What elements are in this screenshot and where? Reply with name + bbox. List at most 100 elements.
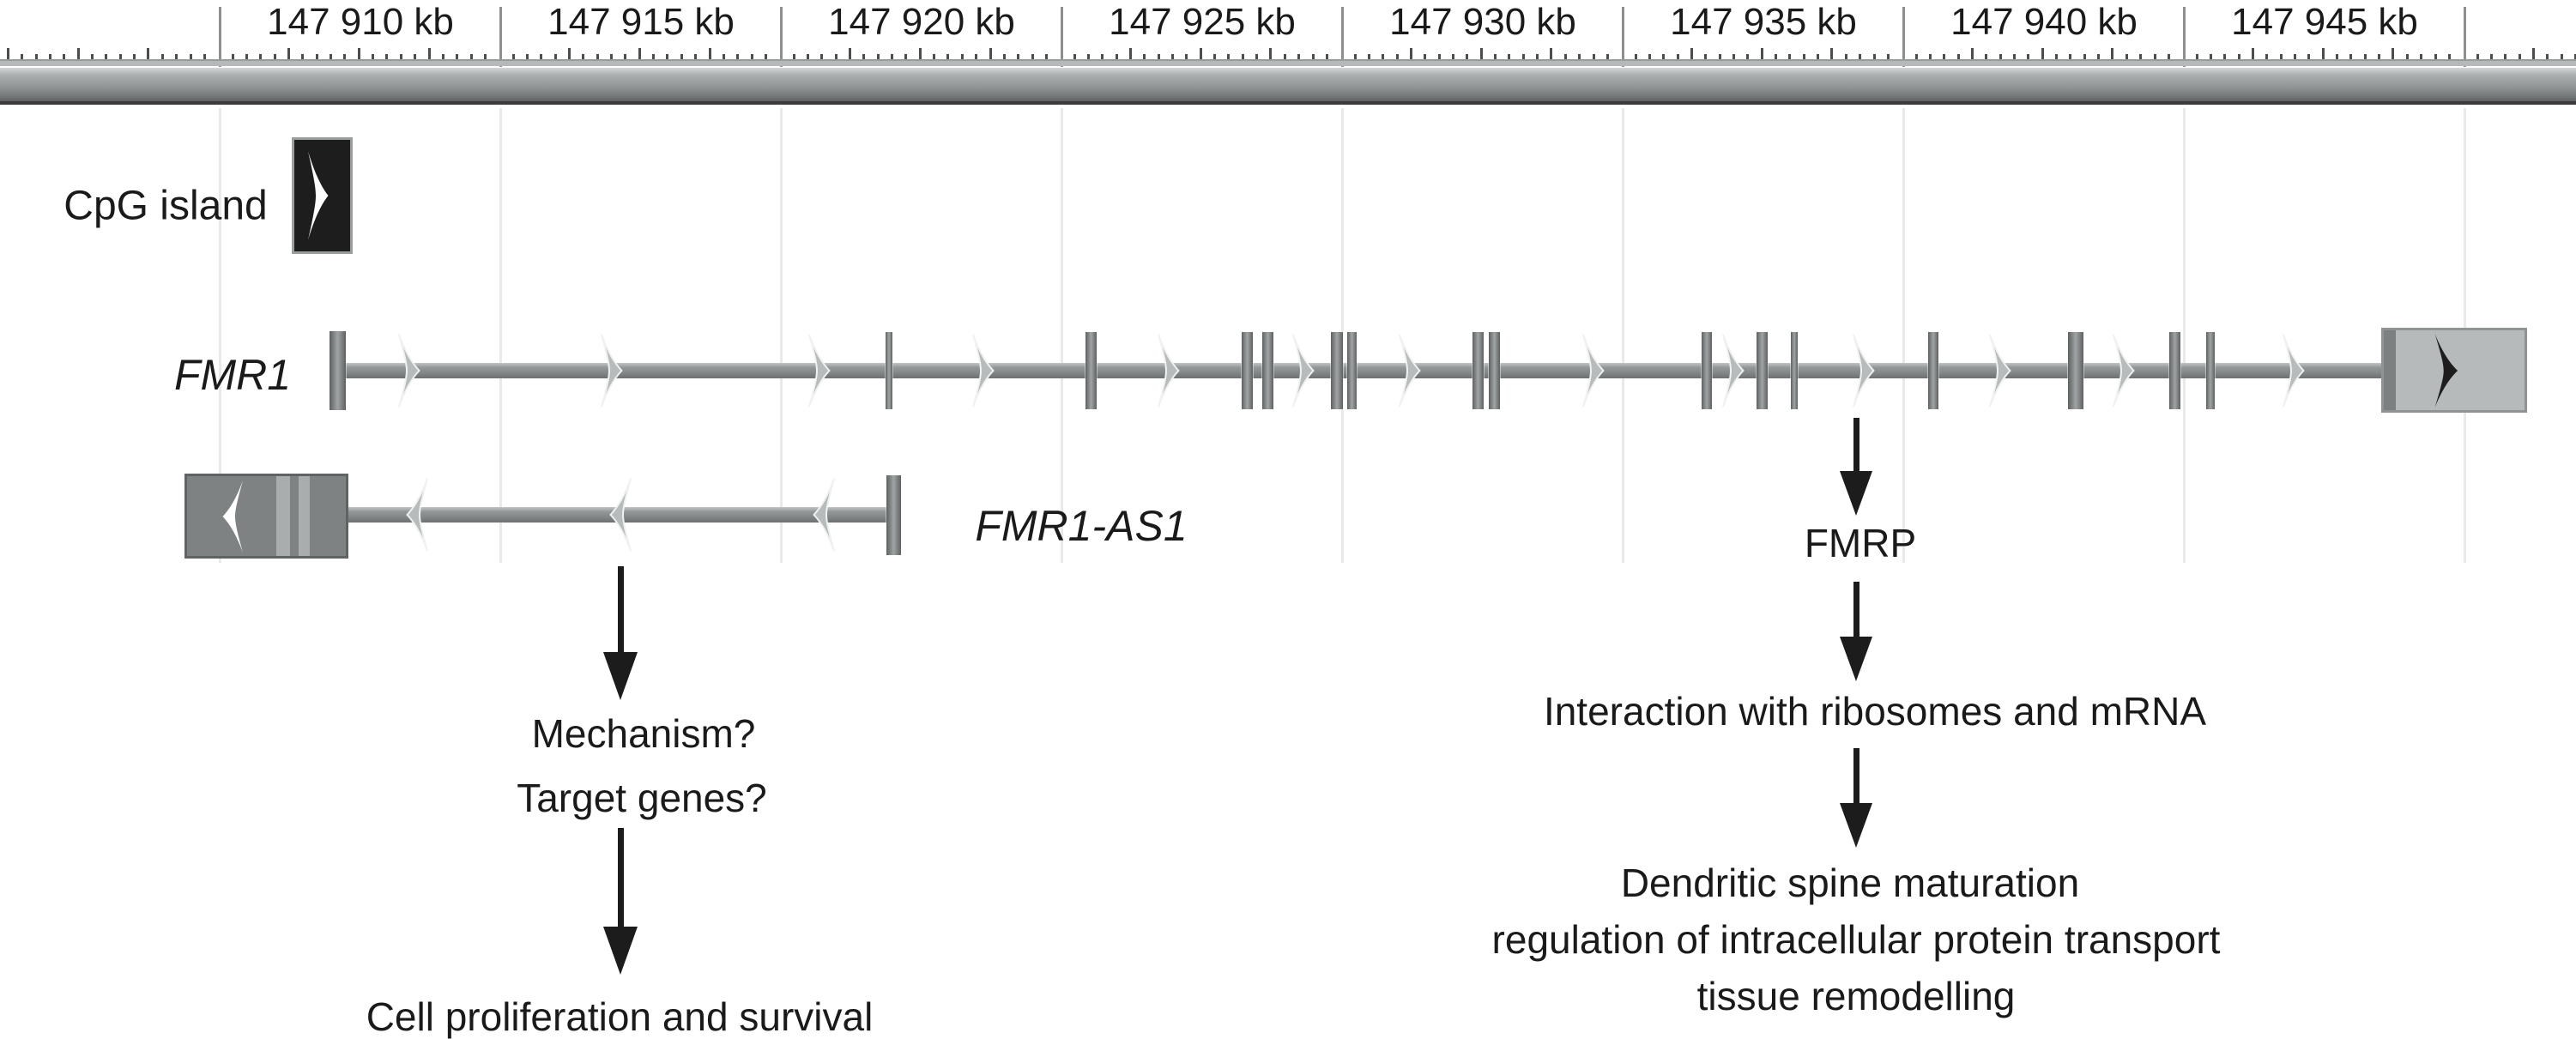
- transcription-direction-chevron-icon: [598, 334, 624, 408]
- ruler-minor-tick: [1662, 54, 1665, 63]
- ruler-minor-tick: [638, 48, 641, 63]
- ruler-minor-tick: [2223, 54, 2226, 63]
- ruler-minor-tick: [1158, 54, 1160, 63]
- ruler-minor-tick: [400, 54, 402, 63]
- ruler-minor-tick: [190, 54, 192, 63]
- ruler-minor-tick: [709, 48, 711, 63]
- ruler-minor-tick: [35, 54, 38, 63]
- ruler-major-tick: [780, 7, 783, 67]
- exon-bar: [1085, 332, 1097, 409]
- ruler-minor-tick: [343, 54, 346, 63]
- cpg-island-label: CpG island: [63, 183, 268, 229]
- ruler-minor-tick: [2574, 54, 2576, 63]
- ruler-minor-tick: [891, 54, 893, 63]
- outcome-tissue-remodelling: tissue remodelling: [1696, 974, 2016, 1018]
- ruler-minor-tick: [2307, 54, 2310, 63]
- ruler-minor-tick: [666, 54, 668, 63]
- major-tick-gridline: [1061, 108, 1063, 563]
- ruler-minor-tick: [2097, 54, 2100, 63]
- ruler-minor-tick: [1606, 54, 1609, 63]
- exon-bar: [1331, 332, 1343, 409]
- ruler-minor-tick: [1003, 54, 1006, 63]
- arrow-head-icon: [1840, 803, 1872, 848]
- ruler-minor-tick: [1873, 54, 1876, 63]
- ruler-minor-tick: [2069, 54, 2071, 63]
- ruler-minor-tick: [1396, 54, 1399, 63]
- ruler-minor-tick: [2349, 54, 2352, 63]
- arrow-shaft: [617, 566, 624, 652]
- exon-bar: [1472, 332, 1484, 409]
- ruler-minor-tick: [2504, 54, 2506, 63]
- ruler-minor-tick: [274, 54, 276, 63]
- fmr1-as1-gene-label: FMR1-AS1: [975, 502, 1188, 550]
- ruler-minor-tick: [1817, 54, 1819, 63]
- interaction-text: Interaction with ribosomes and mRNA: [1543, 689, 2207, 734]
- arrow-shaft: [1853, 418, 1859, 471]
- ruler-minor-tick: [2490, 54, 2493, 63]
- ruler-minor-tick: [793, 54, 795, 63]
- fmr1-last-exon-box: [2384, 330, 2525, 410]
- ruler-minor-tick: [1719, 54, 1721, 63]
- ruler-minor-tick: [1297, 54, 1300, 63]
- exon-bar: [886, 332, 892, 409]
- ruler-minor-tick: [1480, 48, 1483, 63]
- ruler-minor-tick: [456, 54, 458, 63]
- transcription-direction-chevron-icon: [405, 478, 431, 552]
- ruler-minor-tick: [624, 54, 626, 63]
- ruler-minor-tick: [91, 54, 94, 63]
- ruler-minor-tick: [2013, 54, 2016, 63]
- major-tick-gridline: [1622, 108, 1624, 563]
- ruler-minor-tick: [1466, 54, 1468, 63]
- ruler-minor-tick: [2336, 54, 2338, 63]
- ruler-minor-tick: [1775, 54, 1777, 63]
- ruler-minor-tick: [904, 54, 907, 63]
- fmr1-as1-direction-chevron-icon: [221, 480, 246, 553]
- ruler-minor-tick: [2476, 54, 2479, 63]
- ruler-minor-tick: [1031, 54, 1034, 63]
- transcription-direction-chevron-icon: [1290, 334, 1315, 408]
- ruler-minor-tick: [694, 54, 697, 63]
- ruler-major-tick: [2464, 7, 2466, 67]
- ruler-minor-tick: [1213, 54, 1216, 63]
- exon-bar: [1488, 332, 1500, 409]
- ruler-minor-tick: [1746, 54, 1749, 63]
- ruler-minor-tick: [2294, 54, 2296, 63]
- ruler-minor-tick: [1494, 54, 1497, 63]
- exon-bar: [1756, 332, 1768, 409]
- ruler-minor-tick: [2055, 54, 2058, 63]
- exon-bar: [1261, 332, 1273, 409]
- ruler-minor-tick: [1312, 54, 1315, 63]
- exon-bar: [2206, 332, 2215, 409]
- ruler-minor-tick: [119, 54, 122, 63]
- fmr1-last-exon-edge-strip: [2384, 330, 2396, 410]
- ruler-minor-tick: [7, 48, 9, 63]
- ruler-minor-tick: [1690, 48, 1693, 63]
- cell-proliferation-outcome: Cell proliferation and survival: [366, 994, 874, 1039]
- ruler-minor-tick: [2532, 48, 2535, 63]
- ruler-minor-tick: [1116, 54, 1118, 63]
- exon-bar: [2068, 332, 2083, 409]
- ruler-minor-tick: [512, 54, 515, 63]
- ruler-minor-tick: [835, 54, 838, 63]
- ruler-minor-tick: [1410, 48, 1412, 63]
- ruler-minor-tick: [2406, 54, 2409, 63]
- ruler-minor-tick: [1368, 54, 1370, 63]
- ruler-minor-tick: [568, 48, 571, 63]
- ruler-minor-tick: [2546, 54, 2549, 63]
- transcription-direction-chevron-icon: [1580, 334, 1605, 408]
- ruler-minor-tick: [680, 54, 683, 63]
- fmr1-as1-box-stripe: [275, 476, 290, 556]
- ruler-minor-tick: [2126, 54, 2128, 63]
- ruler-minor-tick: [105, 54, 107, 63]
- ruler-minor-tick: [21, 54, 23, 63]
- major-tick-gridline: [1902, 108, 1905, 563]
- ruler-coordinate-label: 147 930 kb: [1389, 1, 1576, 43]
- ruler-minor-tick: [1326, 54, 1328, 63]
- exon-bar: [1928, 332, 1938, 409]
- arrow-head-icon: [1840, 471, 1872, 516]
- transcription-direction-chevron-icon: [1396, 334, 1422, 408]
- major-tick-gridline: [219, 108, 221, 563]
- ruler-minor-tick: [2265, 54, 2268, 63]
- transcription-direction-chevron-icon: [1850, 334, 1876, 408]
